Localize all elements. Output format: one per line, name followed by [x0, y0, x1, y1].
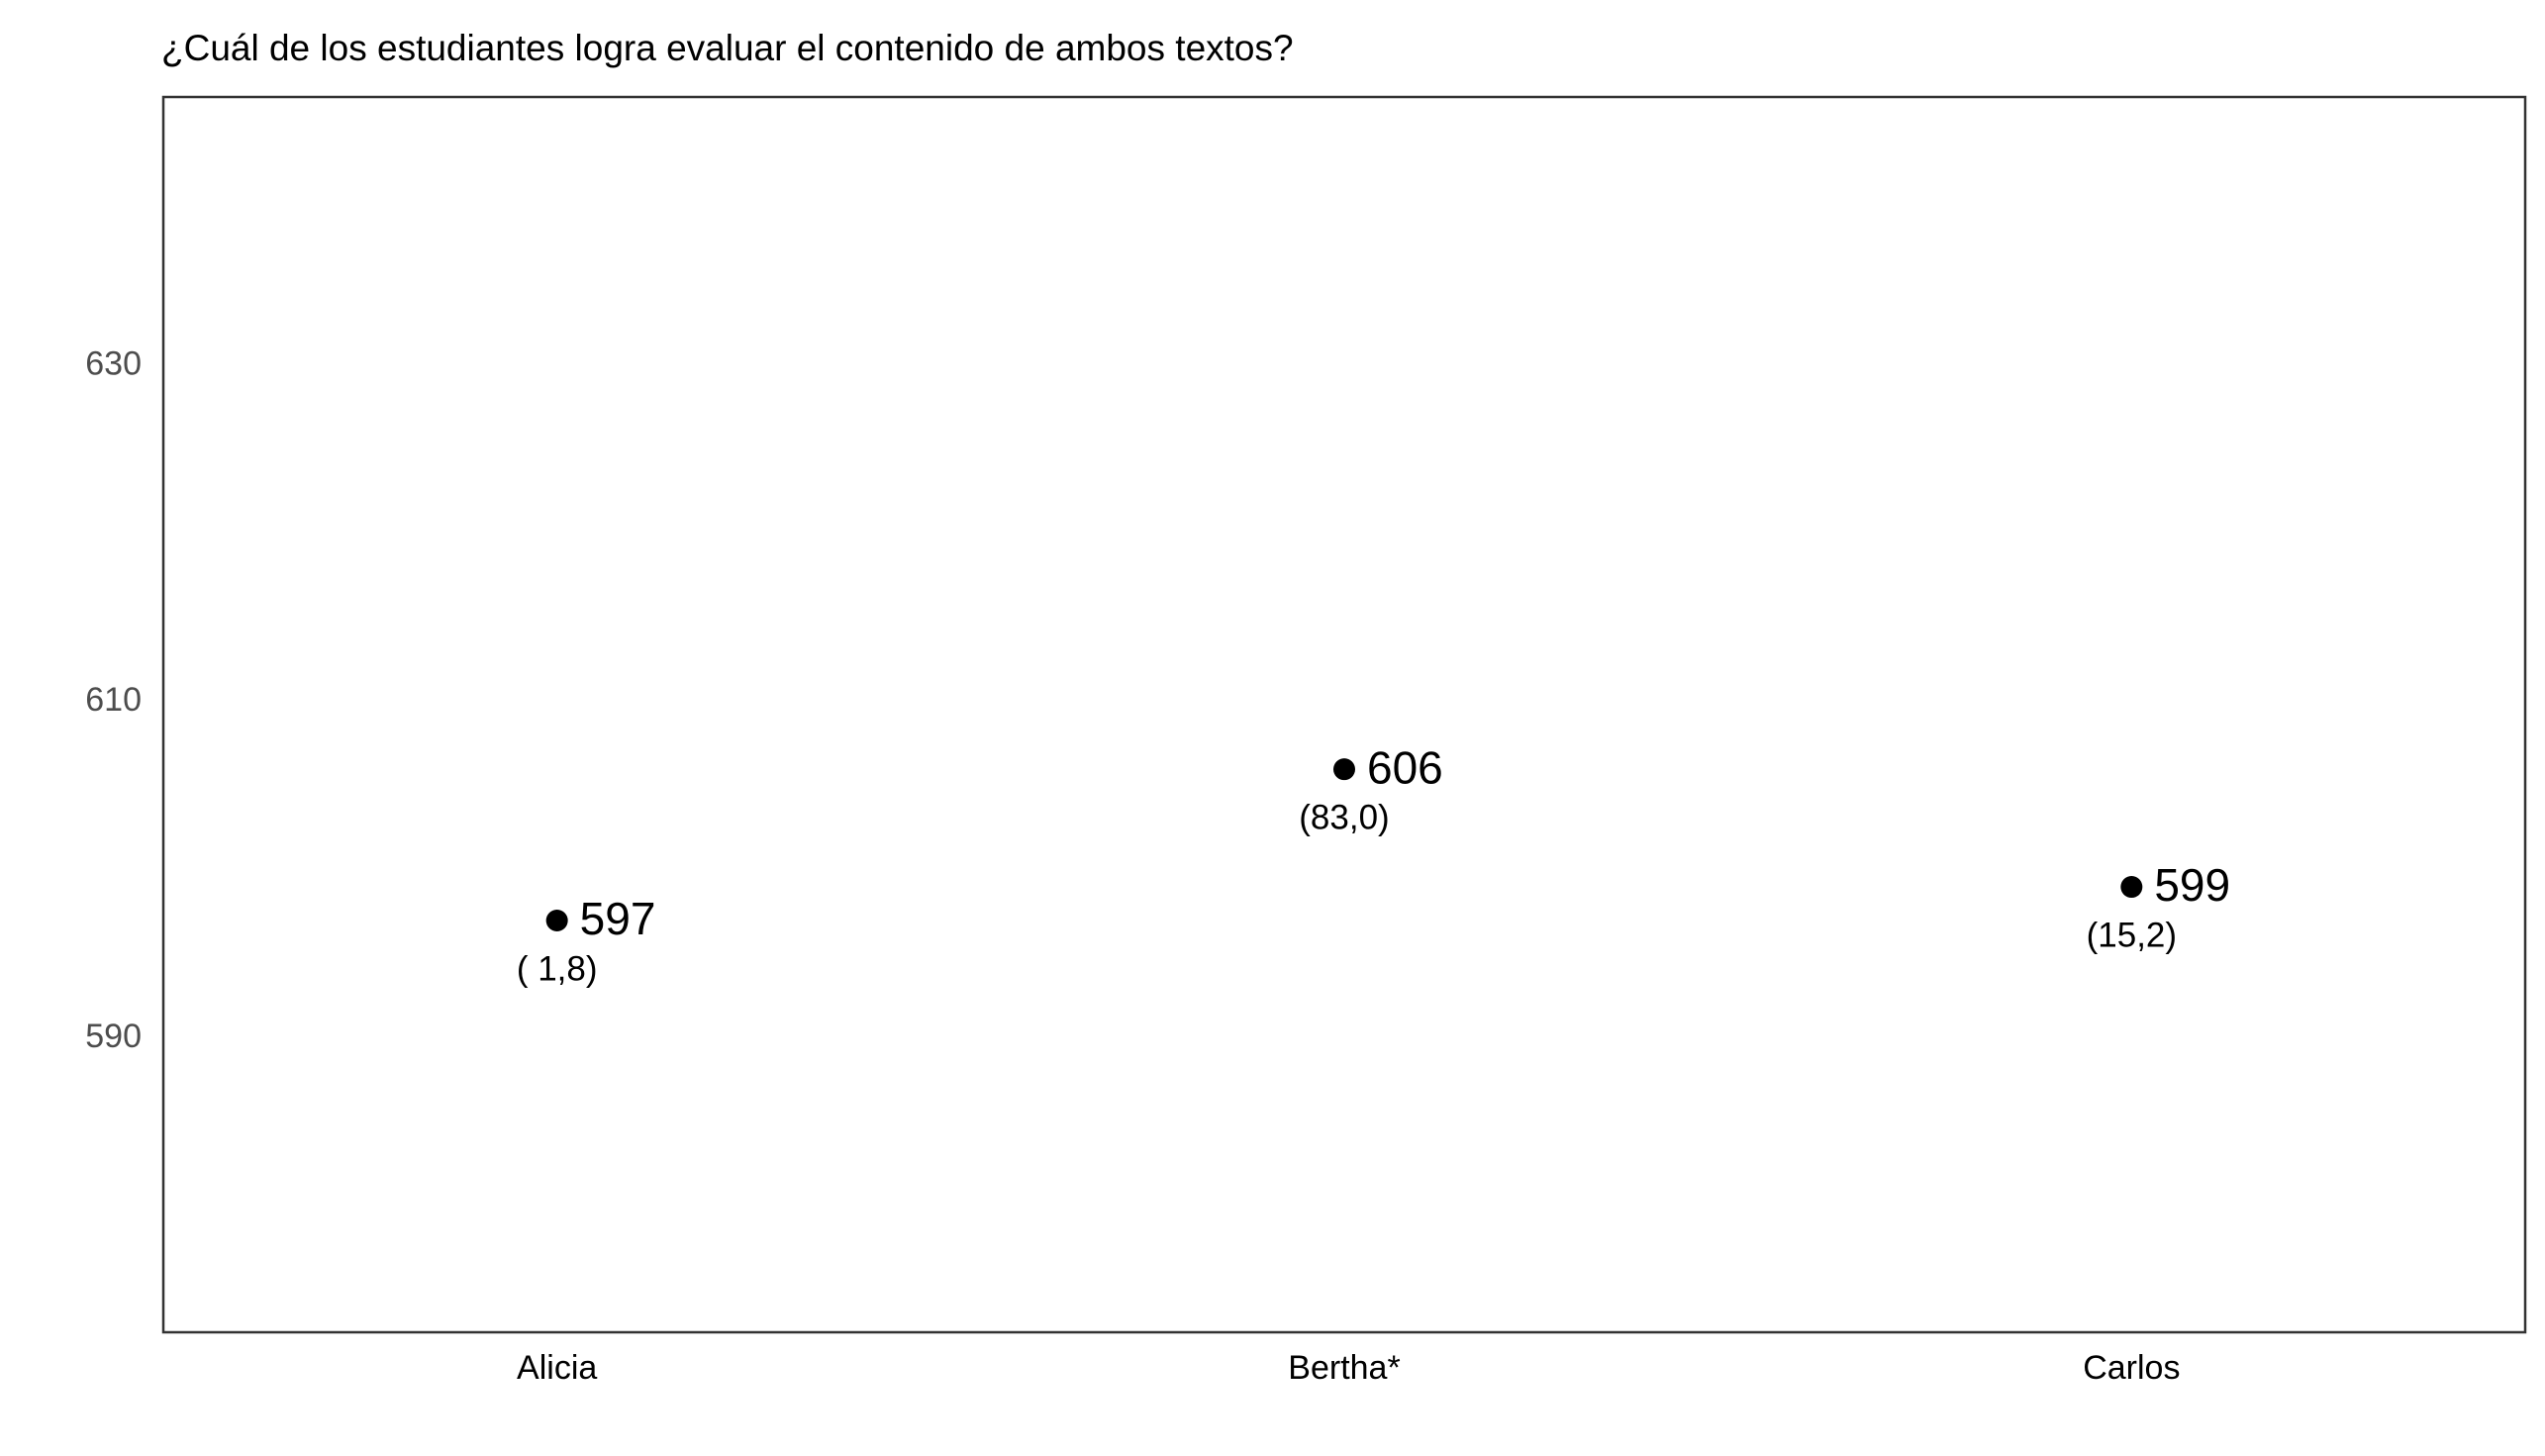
- y-tick-label: 590: [85, 1018, 142, 1055]
- plot-panel-border: [161, 95, 2527, 1334]
- data-secondary-label: ( 1,8): [517, 949, 598, 988]
- x-tick-label: Carlos: [2083, 1349, 2180, 1387]
- data-points: 597 ( 1,8) 606 (83,0) 599 (15,2): [517, 741, 2230, 988]
- data-point: [1333, 758, 1355, 781]
- data-point: [545, 910, 568, 931]
- data-value-label: 606: [1367, 741, 1443, 793]
- data-secondary-label: (15,2): [2087, 916, 2177, 954]
- data-point: [2120, 876, 2143, 899]
- data-secondary-label: (83,0): [1299, 798, 1389, 836]
- data-value-label: 597: [580, 893, 656, 944]
- y-axis: 590 610 630: [85, 345, 142, 1055]
- y-tick-label: 630: [85, 345, 142, 383]
- y-tick-label: 610: [85, 681, 142, 719]
- chart-title: ¿Cuál de los estudiantes logra evaluar e…: [161, 28, 1294, 68]
- x-tick-label: Alicia: [517, 1349, 597, 1387]
- data-value-label: 599: [2154, 859, 2230, 911]
- x-axis: Alicia Bertha* Carlos: [517, 1349, 2180, 1387]
- x-tick-label: Bertha*: [1288, 1349, 1400, 1387]
